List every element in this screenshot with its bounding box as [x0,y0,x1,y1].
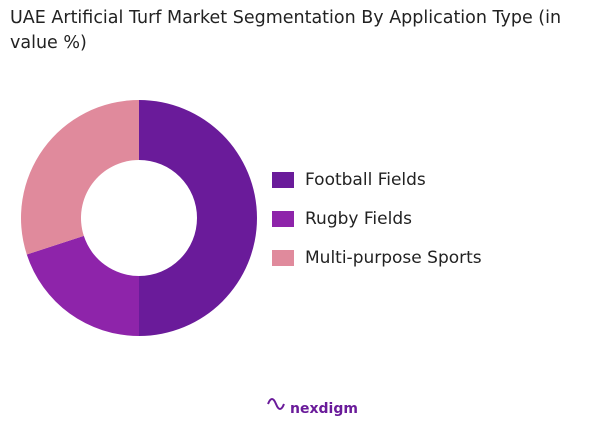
logo-text: nexdigm [290,401,358,417]
legend-swatch [272,250,294,266]
legend-swatch [272,172,294,188]
logo: nexdigm [267,398,358,417]
donut-slice [20,100,139,255]
legend-label: Rugby Fields [305,209,412,229]
logo-icon [267,398,285,410]
legend-label: Multi-purpose Sports [305,248,482,268]
legend-label: Football Fields [305,170,426,190]
legend-swatch [272,211,294,227]
donut-slice [26,235,140,336]
donut-slice [139,100,257,336]
chart-title: UAE Artificial Turf Market Segmentation … [10,8,562,53]
